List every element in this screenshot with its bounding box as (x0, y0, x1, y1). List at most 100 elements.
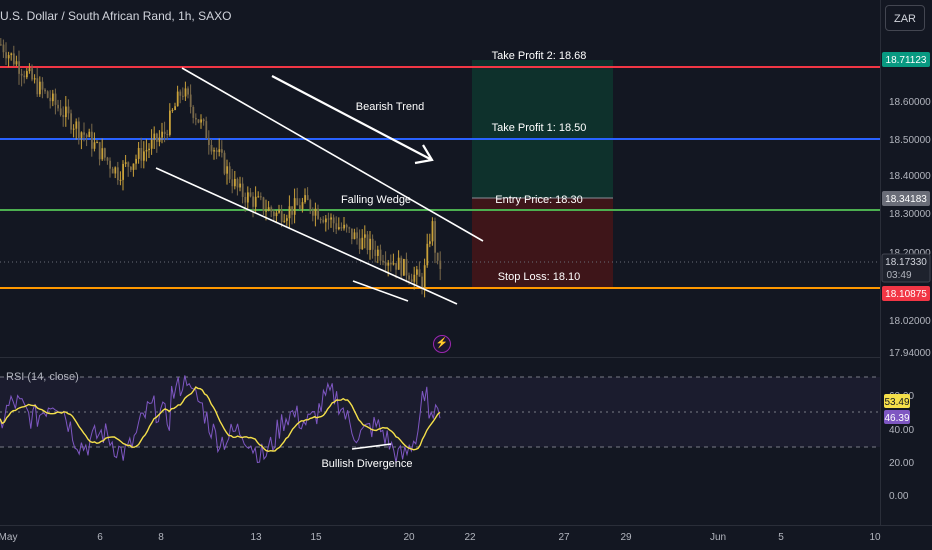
candle-body (101, 148, 104, 160)
lightning-icon[interactable]: ⚡ (433, 335, 451, 353)
candle-body (325, 218, 327, 223)
badge-rsi: 46.39 (884, 410, 910, 424)
candle-body (371, 238, 374, 250)
candle-body (91, 131, 93, 149)
candle-body (5, 52, 7, 59)
candle-body (187, 88, 189, 95)
wedge-upper-line (181, 67, 484, 242)
candle-body (75, 121, 78, 129)
candle-body (231, 179, 234, 187)
candle-body (208, 138, 210, 145)
candle-body (249, 192, 252, 197)
candle-body (374, 249, 377, 256)
candle-body (260, 196, 262, 198)
candle-body (57, 104, 59, 109)
candle-body (59, 108, 62, 116)
candle-body (267, 207, 270, 211)
candle-body (348, 227, 351, 229)
candle-body (176, 91, 179, 107)
candle-body (184, 88, 187, 97)
candle-body (345, 224, 348, 228)
price-tick-label: 17.94000 (889, 348, 931, 359)
candle-body (67, 106, 70, 114)
candle-body (358, 238, 361, 250)
candle-body (106, 157, 109, 161)
candle-body (265, 210, 267, 212)
candle-body (205, 121, 208, 139)
rsi-indicator-title[interactable]: RSI (14, close) (6, 371, 79, 383)
candle-body (78, 121, 80, 138)
candle-body (202, 119, 205, 122)
candle-body (299, 205, 301, 210)
candle-body (182, 95, 184, 97)
candle-body (351, 228, 353, 240)
time-tick-label: 6 (97, 532, 103, 543)
candle-body (278, 210, 280, 213)
time-axis[interactable]: May 6 8 13 15 20 22 27 29 Jun 5 10 (0, 532, 881, 543)
candle-body (275, 212, 278, 217)
price-axis[interactable]: 18.6000018.5000018.4000018.3000018.20000… (889, 97, 931, 359)
candle-body (283, 220, 286, 222)
candle-body (148, 148, 150, 151)
candle-body (62, 115, 65, 118)
candle-body (364, 234, 366, 238)
time-tick-label: 27 (558, 532, 570, 543)
svg-text:18.71123: 18.71123 (886, 55, 927, 66)
candle-body (421, 276, 423, 289)
candle-body (273, 211, 275, 217)
price-tick-label: 18.02000 (889, 316, 931, 327)
candle-body (171, 109, 174, 111)
candle-body (163, 131, 166, 135)
candle-body (127, 162, 130, 167)
candle-body (15, 61, 18, 65)
candle-body (150, 139, 153, 149)
svg-text:18.34183: 18.34183 (885, 194, 927, 205)
label-stop-loss: Stop Loss: 18.10 (498, 271, 581, 283)
candle-body (226, 166, 228, 174)
candle-body (135, 158, 137, 164)
candle-body (429, 241, 431, 244)
candle-body (98, 142, 101, 160)
rsi-tick-label: 0.00 (889, 491, 909, 502)
candle-body (158, 137, 161, 142)
badge-entry-zone: 18.34183 (882, 191, 930, 206)
candle-body (301, 202, 304, 210)
price-tick-label: 18.50000 (889, 135, 931, 146)
candle-body (145, 150, 148, 152)
candle-body (156, 133, 158, 142)
candle-body (117, 167, 119, 181)
candle-body (262, 197, 265, 212)
candle-body (436, 252, 439, 261)
candle-body (46, 91, 49, 98)
candle-body (189, 94, 192, 107)
symbol-title[interactable]: U.S. Dollar / South African Rand, 1h, SA… (0, 9, 232, 23)
candle-body (236, 178, 239, 188)
candle-body (213, 150, 215, 152)
candle-body (405, 258, 408, 276)
time-tick-label: May (0, 532, 17, 543)
label-falling-wedge: Falling Wedge (341, 194, 411, 206)
label-take-profit-1: Take Profit 1: 18.50 (492, 122, 587, 134)
candle-body (270, 207, 273, 212)
candle-body (140, 147, 143, 161)
candle-body (366, 234, 369, 250)
wedge-lower-line (155, 167, 458, 305)
svg-text:46.39: 46.39 (884, 413, 909, 424)
candle-body (83, 132, 85, 135)
candle-body (395, 263, 397, 270)
candle-body (309, 200, 312, 211)
candle-body (335, 223, 338, 230)
candle-body (392, 263, 395, 265)
candle-body (39, 81, 41, 95)
time-tick-label: 8 (158, 532, 164, 543)
bearish-trend-arrow (271, 75, 433, 161)
candle-body (65, 106, 67, 118)
candle-body (7, 55, 10, 59)
candle-body (23, 75, 26, 78)
profit-zone (472, 60, 613, 198)
candle-body (130, 166, 132, 170)
currency-button[interactable]: ZAR (885, 5, 925, 31)
candle-body (210, 144, 213, 152)
time-tick-label: 5 (778, 532, 784, 543)
